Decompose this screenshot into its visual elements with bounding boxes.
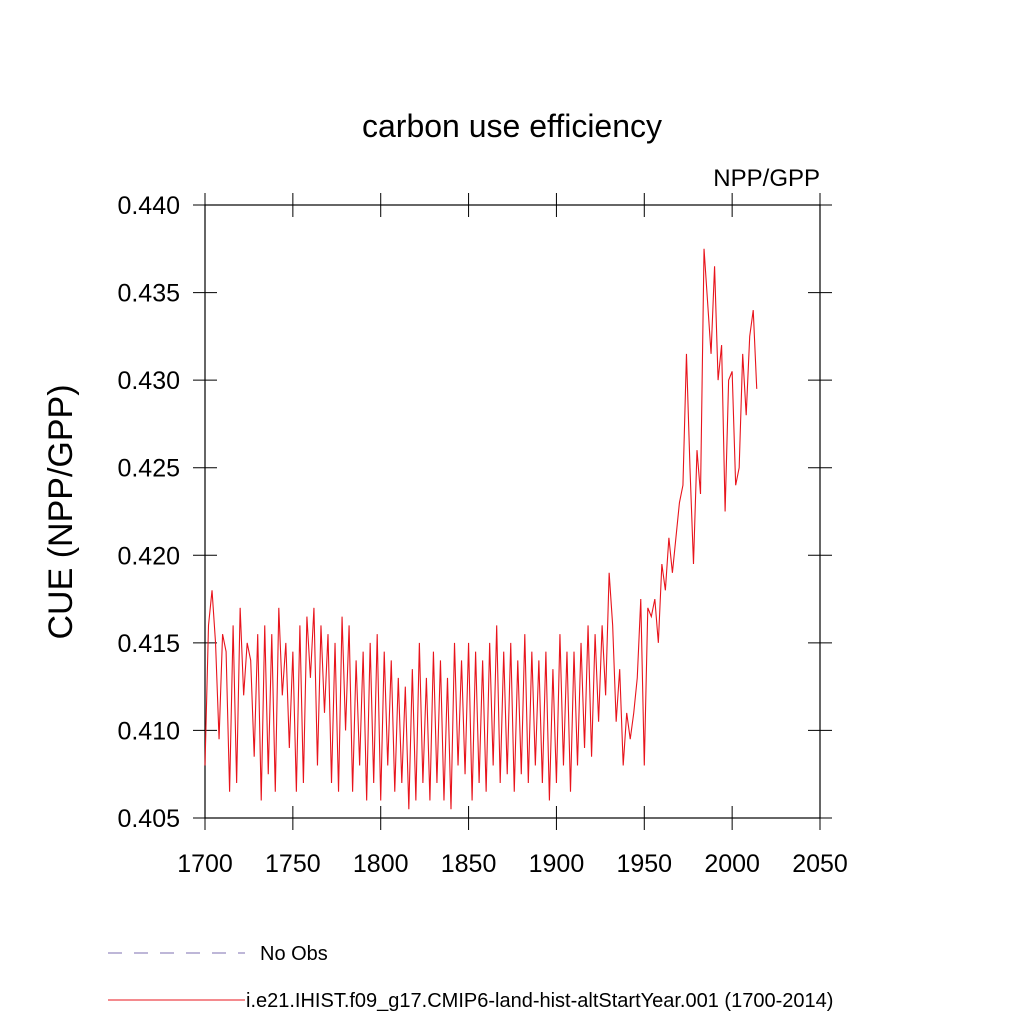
x-tick-label: 1750 [265, 850, 321, 878]
x-tick-label: 1850 [441, 850, 497, 878]
legend-label: No Obs [260, 943, 328, 965]
y-tick-label: 0.430 [117, 367, 180, 395]
data-line [204, 248, 758, 810]
subtitle: NPP/GPP [713, 165, 820, 192]
chart-title: carbon use efficiency [362, 108, 662, 144]
plot-frame [204, 204, 821, 819]
legend-label: i.e21.IHIST.f09_g17.CMIP6-land-hist-altS… [246, 990, 833, 1012]
y-tick-label: 0.435 [117, 280, 180, 308]
y-tick-label: 0.440 [117, 192, 180, 220]
y-tick-label: 0.405 [117, 805, 180, 833]
y-tick-label: 0.415 [117, 630, 180, 658]
x-tick-label: 1900 [529, 850, 585, 878]
x-tick-label: 1800 [353, 850, 409, 878]
x-tick-label: 1700 [177, 850, 233, 878]
y-tick-label: 0.425 [117, 455, 180, 483]
y-axis-label: CUE (NPP/GPP) [42, 384, 80, 639]
y-tick-label: 0.420 [117, 542, 180, 570]
x-tick-label: 2050 [792, 850, 848, 878]
x-tick-label: 2000 [704, 850, 760, 878]
x-tick-label: 1950 [616, 850, 672, 878]
y-tick-label: 0.410 [117, 717, 180, 745]
